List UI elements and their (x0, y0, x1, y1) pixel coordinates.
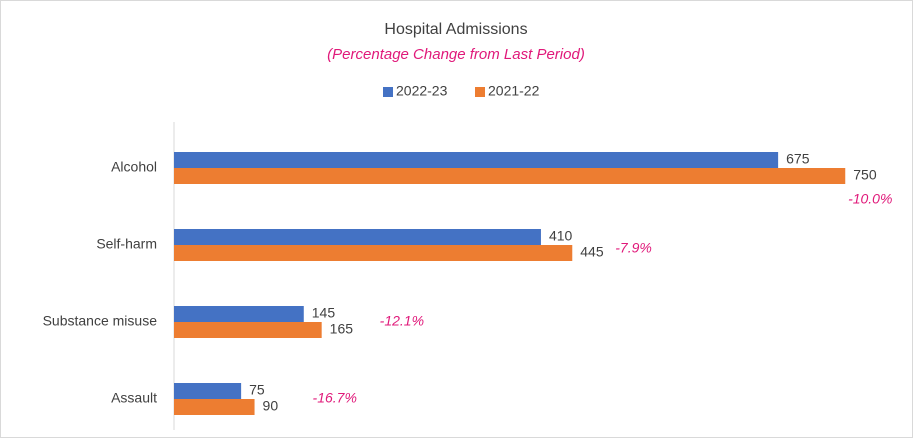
category-label: Alcohol (111, 159, 157, 175)
data-label: 90 (263, 398, 279, 414)
annotation: -16.7% (313, 390, 357, 406)
bar (174, 306, 304, 322)
data-label: 75 (249, 382, 265, 398)
legend-label: 2022-23 (396, 83, 448, 99)
bar (174, 168, 846, 184)
bar (174, 322, 322, 338)
data-label: 750 (853, 167, 877, 183)
data-label: 445 (580, 244, 604, 260)
annotation: -10.0% (848, 191, 892, 207)
legend-swatch (475, 87, 485, 97)
annotation: -7.9% (615, 240, 652, 256)
annotation: -12.1% (380, 313, 424, 329)
data-label: 410 (549, 228, 573, 244)
bar (174, 383, 242, 399)
bar (174, 399, 255, 415)
data-label: 145 (312, 305, 336, 321)
bar (174, 245, 573, 261)
chart-subtitle: (Percentage Change from Last Period) (327, 46, 585, 63)
data-label: 675 (786, 151, 810, 167)
bar (174, 229, 541, 245)
legend-swatch (383, 87, 393, 97)
category-label: Self-harm (96, 236, 157, 252)
category-label: Assault (111, 390, 157, 406)
legend-label: 2021-22 (488, 83, 540, 99)
bar (174, 152, 779, 168)
data-label: 165 (330, 321, 354, 337)
category-label: Substance misuse (43, 313, 158, 329)
chart-title: Hospital Admissions (384, 21, 527, 38)
